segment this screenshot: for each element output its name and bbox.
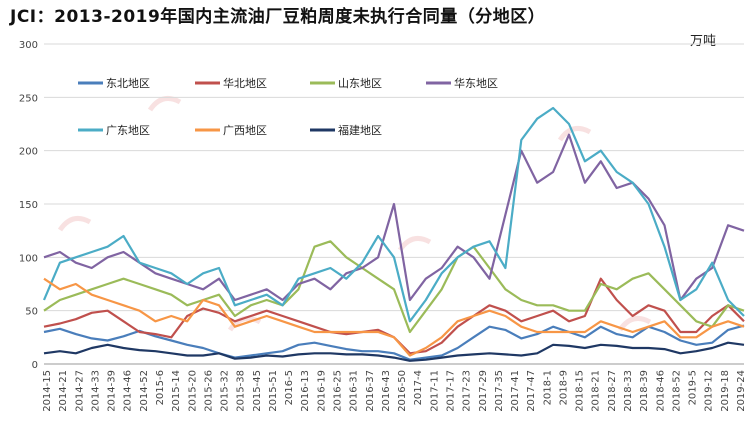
x-tick-label: 2018-21 bbox=[591, 370, 602, 412]
series-line bbox=[43, 277, 745, 357]
x-tick-label: 2014-52 bbox=[139, 370, 150, 412]
watermark-mark bbox=[147, 95, 182, 112]
y-tick-label: 200 bbox=[19, 147, 38, 158]
x-tick-label: 2015-14 bbox=[171, 370, 182, 412]
x-tick-label: 2016-37 bbox=[365, 370, 376, 412]
unit-label: 万吨 bbox=[690, 34, 717, 49]
x-tick-label: 2019-5 bbox=[688, 370, 699, 405]
x-tick-label: 2018-46 bbox=[655, 370, 666, 412]
watermark-mark bbox=[617, 315, 652, 332]
x-tick-label: 2018-33 bbox=[623, 370, 634, 412]
legend-label: 广西地区 bbox=[223, 124, 267, 137]
x-tick-label: 2015-38 bbox=[236, 370, 247, 412]
x-tick-label: 2016-13 bbox=[300, 370, 311, 412]
x-tick-label: 2017-35 bbox=[494, 370, 505, 412]
legend-label: 东北地区 bbox=[106, 77, 150, 90]
x-tick-label: 2018-1 bbox=[542, 370, 553, 405]
legend-label: 华北地区 bbox=[223, 76, 267, 90]
x-tick-label: 2014-21 bbox=[58, 370, 69, 412]
x-tick-label: 2016-5 bbox=[284, 370, 295, 405]
series-line bbox=[42, 106, 745, 323]
x-tick-label: 2017-29 bbox=[478, 370, 489, 412]
series-line bbox=[43, 240, 745, 334]
x-tick-label: 2019-12 bbox=[704, 370, 715, 412]
x-tick-label: 2018-27 bbox=[607, 370, 618, 412]
x-tick-label: 2017-41 bbox=[510, 370, 521, 412]
x-tick-label: 2015-6 bbox=[155, 370, 166, 405]
x-tick-label: 2014-27 bbox=[74, 370, 85, 412]
x-tick-label: 2018-15 bbox=[575, 370, 586, 412]
chart-title: JCI：2013-2019年国内主流油厂豆粕周度未执行合同量（分地区） bbox=[10, 7, 546, 27]
x-tick-label: 2014-46 bbox=[123, 370, 134, 412]
x-tick-label: 2018-52 bbox=[671, 370, 682, 412]
y-tick-label: 150 bbox=[19, 200, 38, 211]
legend-label: 华东地区 bbox=[454, 76, 498, 90]
y-tick-label: 250 bbox=[19, 93, 38, 104]
x-tick-label: 2014-33 bbox=[90, 370, 101, 412]
x-tick-label: 2018-9 bbox=[558, 370, 569, 405]
y-tick-label: 300 bbox=[19, 40, 38, 51]
x-tick-label: 2016-50 bbox=[397, 370, 408, 412]
y-tick-label: 0 bbox=[32, 360, 38, 371]
x-tick-label: 2018-39 bbox=[639, 370, 650, 412]
legend-label: 广东地区 bbox=[106, 124, 150, 137]
x-tick-label: 2017-17 bbox=[445, 370, 456, 412]
x-tick-label: 2017-4 bbox=[413, 370, 424, 405]
legend-label: 福建地区 bbox=[338, 123, 382, 137]
y-tick-label: 100 bbox=[19, 253, 38, 264]
x-tick-label: 2015-26 bbox=[203, 370, 214, 412]
watermark-mark bbox=[557, 125, 592, 142]
x-tick-label: 2016-31 bbox=[349, 370, 360, 412]
x-tick-label: 2014-15 bbox=[42, 370, 53, 412]
series-line bbox=[43, 133, 745, 302]
x-tick-label: 2015-51 bbox=[268, 370, 279, 412]
x-tick-label: 2015-45 bbox=[252, 370, 263, 412]
x-tick-label: 2019-24 bbox=[736, 370, 747, 412]
x-tick-label: 2015-32 bbox=[220, 370, 231, 412]
x-tick-label: 2016-43 bbox=[381, 370, 392, 412]
x-tick-label: 2016-25 bbox=[333, 370, 344, 412]
y-tick-label: 50 bbox=[25, 307, 38, 318]
watermark-mark bbox=[397, 235, 432, 252]
legend-label: 山东地区 bbox=[338, 77, 382, 90]
series-line bbox=[43, 341, 745, 362]
x-tick-label: 2017-11 bbox=[429, 370, 440, 412]
x-tick-label: 2019-18 bbox=[720, 370, 731, 412]
x-tick-label: 2015-20 bbox=[187, 370, 198, 412]
x-tick-label: 2017-47 bbox=[526, 370, 537, 412]
x-tick-label: 2014-39 bbox=[107, 370, 118, 412]
watermark-mark bbox=[57, 215, 92, 232]
x-tick-label: 2017-23 bbox=[462, 370, 473, 412]
x-tick-label: 2016-19 bbox=[316, 370, 327, 412]
series-line bbox=[43, 324, 745, 361]
